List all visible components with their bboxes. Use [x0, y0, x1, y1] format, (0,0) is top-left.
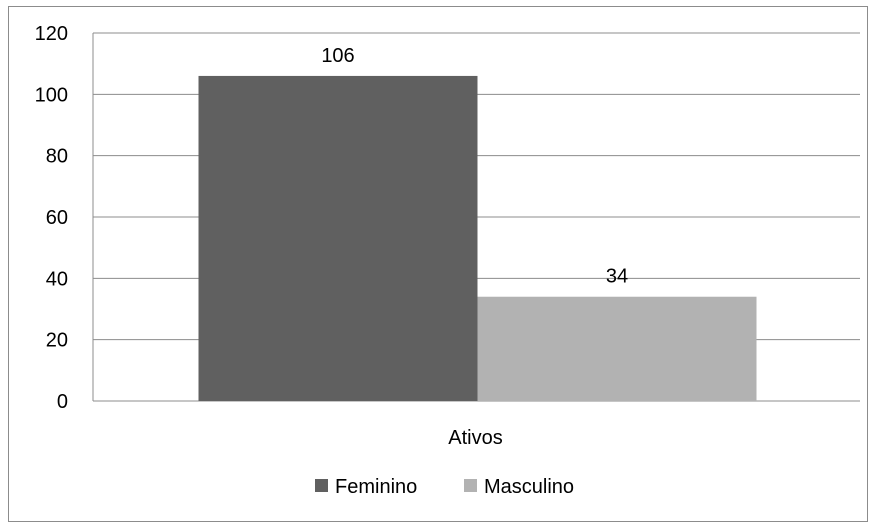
legend-swatch-feminino [315, 479, 328, 492]
y-tick-label-100: 100 [35, 84, 68, 106]
legend-label-masculino: Masculino [484, 476, 574, 498]
y-tick-label-60: 60 [46, 207, 68, 229]
bar-masculino-ativos [477, 296, 757, 401]
category-label-ativos: Ativos [448, 427, 502, 449]
legend: Feminino Masculino [315, 476, 574, 498]
legend-swatch-masculino [464, 479, 477, 492]
labels: 106 34 Ativos [321, 45, 628, 449]
y-tick-label-20: 20 [46, 330, 68, 352]
data-label-feminino: 106 [321, 45, 354, 67]
y-tick-label-0: 0 [57, 391, 68, 413]
y-tick-label-40: 40 [46, 268, 68, 290]
data-label-masculino: 34 [606, 266, 628, 288]
bar-feminino-ativos [198, 75, 478, 401]
bars [198, 75, 757, 401]
y-tick-label-120: 120 [35, 23, 68, 45]
legend-label-feminino: Feminino [335, 476, 417, 498]
y-tick-label-80: 80 [46, 146, 68, 168]
